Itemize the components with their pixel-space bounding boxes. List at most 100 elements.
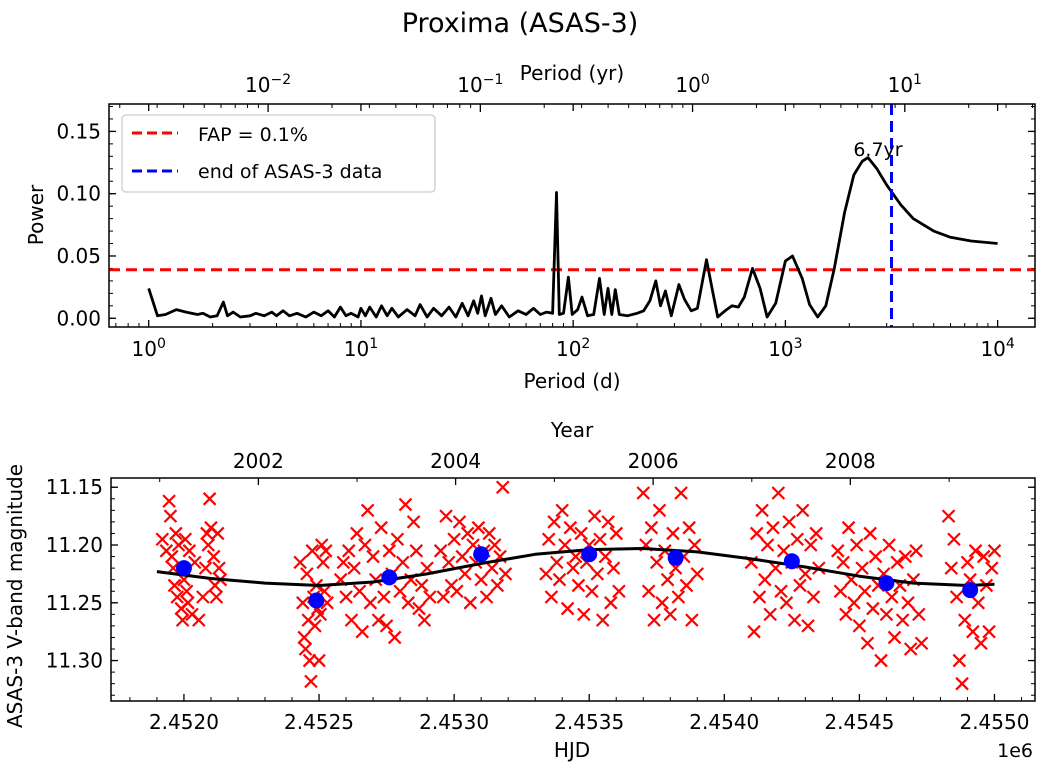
observation-marker	[774, 584, 788, 599]
chart-title: Proxima (ASAS-3)	[402, 8, 639, 39]
cross-stroke	[412, 601, 426, 616]
cross-stroke	[682, 520, 696, 535]
cross-stroke	[830, 544, 845, 558]
cross-stroke	[577, 607, 591, 622]
cross-stroke	[439, 509, 453, 523]
observation-marker	[860, 636, 875, 651]
observation-marker	[196, 590, 210, 604]
cross-stroke	[471, 520, 486, 535]
cross-stroke	[660, 572, 675, 587]
cross-stroke	[312, 653, 326, 668]
observation-marker	[347, 561, 361, 575]
cross-stroke	[779, 596, 794, 610]
binned-point	[473, 546, 490, 563]
observation-marker	[179, 584, 194, 599]
cross-stroke	[901, 596, 915, 610]
cross-stroke	[749, 526, 764, 541]
observation-marker	[390, 532, 405, 547]
legend-box	[121, 114, 436, 193]
cross-stroke	[374, 520, 388, 535]
observation-marker	[163, 509, 178, 523]
observation-marker	[409, 544, 424, 558]
cross-stroke	[406, 515, 421, 529]
observation-marker	[779, 596, 794, 610]
cross-stroke	[895, 613, 910, 627]
observation-marker	[439, 509, 453, 523]
observation-marker	[609, 526, 624, 541]
observation-marker	[300, 567, 314, 581]
cross-stroke	[547, 515, 561, 529]
cross-stroke	[598, 549, 613, 564]
observation-marker	[587, 509, 602, 523]
cross-stroke	[636, 486, 651, 500]
observation-marker	[909, 544, 923, 558]
cross-stroke	[968, 544, 983, 558]
cross-stroke	[175, 613, 190, 627]
cross-stroke	[771, 486, 786, 500]
cross-stroke	[868, 549, 883, 564]
observation-marker	[304, 674, 318, 689]
observation-marker	[974, 636, 988, 651]
cross-stroke	[760, 538, 775, 552]
x-tick-label: 104	[980, 336, 1014, 361]
cross-stroke	[801, 619, 815, 633]
cross-stroke	[574, 526, 588, 541]
cross-stroke	[887, 630, 902, 645]
observation-marker	[387, 630, 402, 645]
observation-marker	[863, 526, 877, 541]
observation-marker	[866, 601, 880, 616]
cross-stroke	[320, 596, 334, 610]
observation-marker	[433, 544, 448, 558]
cross-stroke	[912, 607, 926, 622]
observation-marker	[795, 503, 810, 518]
cross-stroke	[866, 601, 880, 616]
cross-stroke	[858, 584, 872, 599]
observation-marker	[887, 630, 902, 645]
cross-stroke	[601, 515, 615, 529]
x-tick-label: 2.4530	[419, 710, 489, 734]
observation-marker	[895, 613, 910, 627]
cross-stroke	[652, 503, 667, 518]
cross-stroke	[396, 555, 410, 570]
binned-point	[667, 549, 684, 566]
observation-marker	[585, 584, 599, 599]
observation-marker	[955, 676, 969, 691]
x-tick-label: 100	[132, 336, 166, 361]
observation-marker	[839, 607, 853, 622]
cross-stroke	[671, 590, 686, 604]
observation-marker	[206, 549, 221, 564]
cross-stroke	[803, 538, 818, 552]
observation-marker	[601, 515, 615, 529]
cross-stroke	[663, 607, 678, 622]
cross-stroke	[436, 590, 451, 604]
observation-marker	[798, 567, 813, 581]
observation-marker	[202, 492, 217, 506]
cross-stroke	[898, 549, 913, 564]
observation-marker	[790, 532, 805, 547]
y-tick-label: 11.20	[46, 533, 103, 557]
observation-marker	[984, 561, 999, 575]
cross-stroke	[798, 567, 813, 581]
observation-marker	[200, 526, 214, 541]
observation-marker	[363, 596, 378, 610]
observation-marker	[758, 572, 772, 587]
observation-marker	[771, 486, 786, 500]
cross-stroke	[298, 642, 313, 656]
legend-label-fap: FAP = 0.1%	[198, 124, 308, 146]
observation-marker	[957, 613, 972, 627]
bottom-ylabel: ASAS-3 V-band magnitude	[3, 464, 27, 728]
observation-marker	[976, 549, 991, 564]
cross-stroke	[593, 532, 607, 547]
cross-stroke	[552, 572, 567, 587]
observation-marker	[374, 520, 388, 535]
cross-stroke	[952, 653, 967, 668]
cross-stroke	[776, 544, 791, 558]
cross-stroke	[641, 584, 656, 599]
observation-marker	[539, 567, 553, 581]
observation-marker	[414, 578, 429, 593]
cross-stroke	[885, 590, 899, 604]
observation-marker	[474, 572, 488, 587]
observation-marker	[471, 520, 486, 535]
cross-stroke	[863, 526, 877, 541]
observation-marker	[752, 590, 767, 604]
